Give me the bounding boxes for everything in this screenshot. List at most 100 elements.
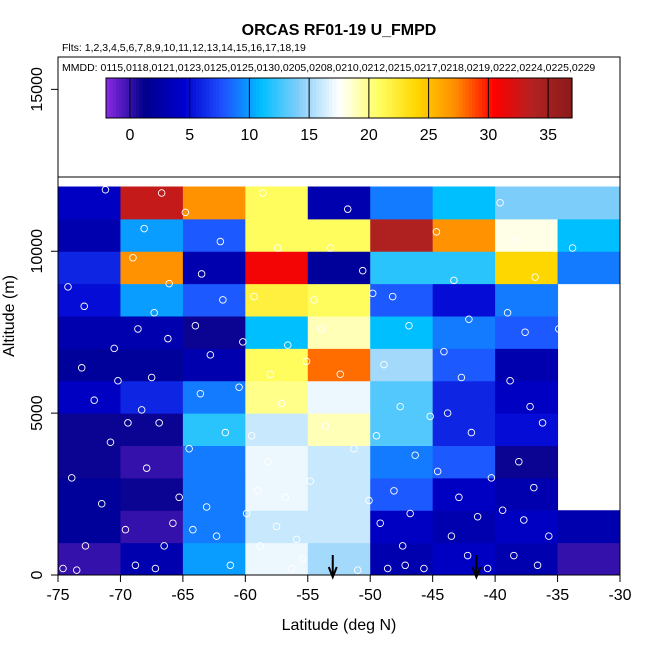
- heatmap-cell: [307, 510, 371, 544]
- observation-point: [131, 561, 140, 570]
- heatmap-cell: [58, 477, 121, 511]
- colorbar-swatch: [518, 78, 523, 118]
- heatmap-cell: [120, 542, 184, 576]
- heatmap-cell: [307, 542, 371, 576]
- colorbar-swatch: [339, 78, 343, 118]
- colorbar-swatch: [402, 78, 407, 118]
- colorbar-swatch: [482, 78, 487, 118]
- observation-point: [432, 228, 441, 236]
- heatmap-cell: [432, 186, 496, 220]
- colorbar-swatch: [358, 78, 363, 118]
- heatmap-cell: [58, 445, 121, 479]
- heatmap-cell: [432, 283, 496, 317]
- colorbar-swatch: [345, 78, 350, 118]
- colorbar-swatch: [462, 78, 467, 118]
- colorbar-swatch: [468, 78, 473, 118]
- observation-points: [59, 185, 577, 574]
- heatmap-cell: [495, 186, 559, 220]
- colorbar-swatch: [415, 78, 420, 118]
- observation-point: [101, 185, 110, 194]
- observation-point: [299, 555, 307, 563]
- colorbar-swatch: [212, 78, 217, 118]
- observation-point: [196, 389, 205, 398]
- heatmap-cell: [370, 186, 434, 220]
- colorbar-swatch: [165, 78, 170, 118]
- heatmap-cell: [245, 477, 309, 511]
- colorbar-swatch: [249, 78, 254, 118]
- heatmap-cell: [495, 283, 559, 317]
- observation-point: [191, 321, 200, 330]
- observation-point: [530, 483, 538, 492]
- observation-point: [358, 266, 367, 275]
- colorbar-swatch: [552, 78, 556, 118]
- colorbar-swatch: [525, 78, 530, 118]
- x-tick-label: -75: [46, 587, 69, 604]
- heatmap-cell: [120, 186, 184, 220]
- observation-point: [266, 370, 275, 379]
- observation-point: [219, 296, 227, 304]
- observation-point: [521, 328, 529, 336]
- colorbar-swatch: [145, 78, 150, 118]
- observation-point: [281, 493, 290, 502]
- observation-point: [353, 566, 362, 574]
- colorbar-swatch: [155, 78, 160, 118]
- heatmap-cell: [245, 380, 309, 414]
- colorbar-swatch: [235, 78, 240, 118]
- colorbar-swatch: [368, 78, 373, 118]
- colorbar-swatch: [262, 78, 267, 118]
- colorbar-swatch: [142, 78, 147, 118]
- colorbar-swatch: [565, 78, 570, 118]
- colorbar-swatch: [348, 78, 353, 118]
- heatmap-cell: [557, 186, 621, 220]
- colorbar-swatch: [478, 78, 483, 118]
- heatmap-cell: [495, 510, 559, 544]
- observation-point: [221, 428, 230, 437]
- colorbar-swatch: [192, 78, 197, 118]
- heatmap-cell: [182, 348, 246, 382]
- y-axis: 0 5000 10000 15000: [29, 67, 58, 579]
- colorbar-swatch: [292, 78, 297, 118]
- observation-point: [487, 474, 496, 482]
- heatmap-cell: [495, 348, 559, 382]
- observation-point: [254, 487, 262, 495]
- observation-point: [390, 487, 398, 495]
- colorbar-swatch: [252, 78, 257, 118]
- heatmap-cell: [58, 380, 121, 414]
- colorbar-swatch: [305, 78, 310, 118]
- y-tick-label: 5000: [29, 395, 46, 431]
- observation-point: [151, 564, 160, 573]
- colorbar-swatch: [362, 78, 367, 118]
- colorbar-swatch: [545, 78, 550, 118]
- observation-point: [376, 519, 384, 527]
- colorbar-swatch: [375, 78, 380, 118]
- x-tick-label: -65: [171, 587, 194, 604]
- heatmap-cell: [120, 251, 184, 285]
- observation-point: [440, 347, 448, 356]
- observation-point: [463, 551, 472, 560]
- observation-point: [277, 399, 286, 408]
- x-tick-label: -60: [234, 587, 257, 604]
- heatmap-cell: [307, 283, 371, 317]
- plot-frame: [57, 56, 621, 576]
- heatmap-cell: [495, 542, 559, 576]
- colorbar-swatch: [275, 78, 280, 118]
- colorbar-swatch: [272, 78, 277, 118]
- colorbar-swatch: [442, 78, 447, 118]
- heatmap-cell: [307, 477, 371, 511]
- observation-point: [473, 512, 482, 521]
- colorbar-swatch: [169, 78, 174, 118]
- observation-point: [129, 253, 137, 262]
- observation-point: [81, 542, 90, 550]
- heatmap-cell: [370, 251, 434, 285]
- observation-point: [226, 561, 235, 570]
- observation-point: [380, 360, 388, 369]
- observation-point: [164, 334, 172, 343]
- chart-title: ORCAS RF01-19 U_FMPD: [242, 22, 437, 39]
- observation-point: [365, 496, 373, 505]
- heatmap-cell: [58, 186, 121, 220]
- colorbar-swatch: [255, 78, 260, 118]
- observation-point: [90, 396, 98, 404]
- flight-markers: [327, 555, 482, 580]
- observation-point: [383, 564, 392, 573]
